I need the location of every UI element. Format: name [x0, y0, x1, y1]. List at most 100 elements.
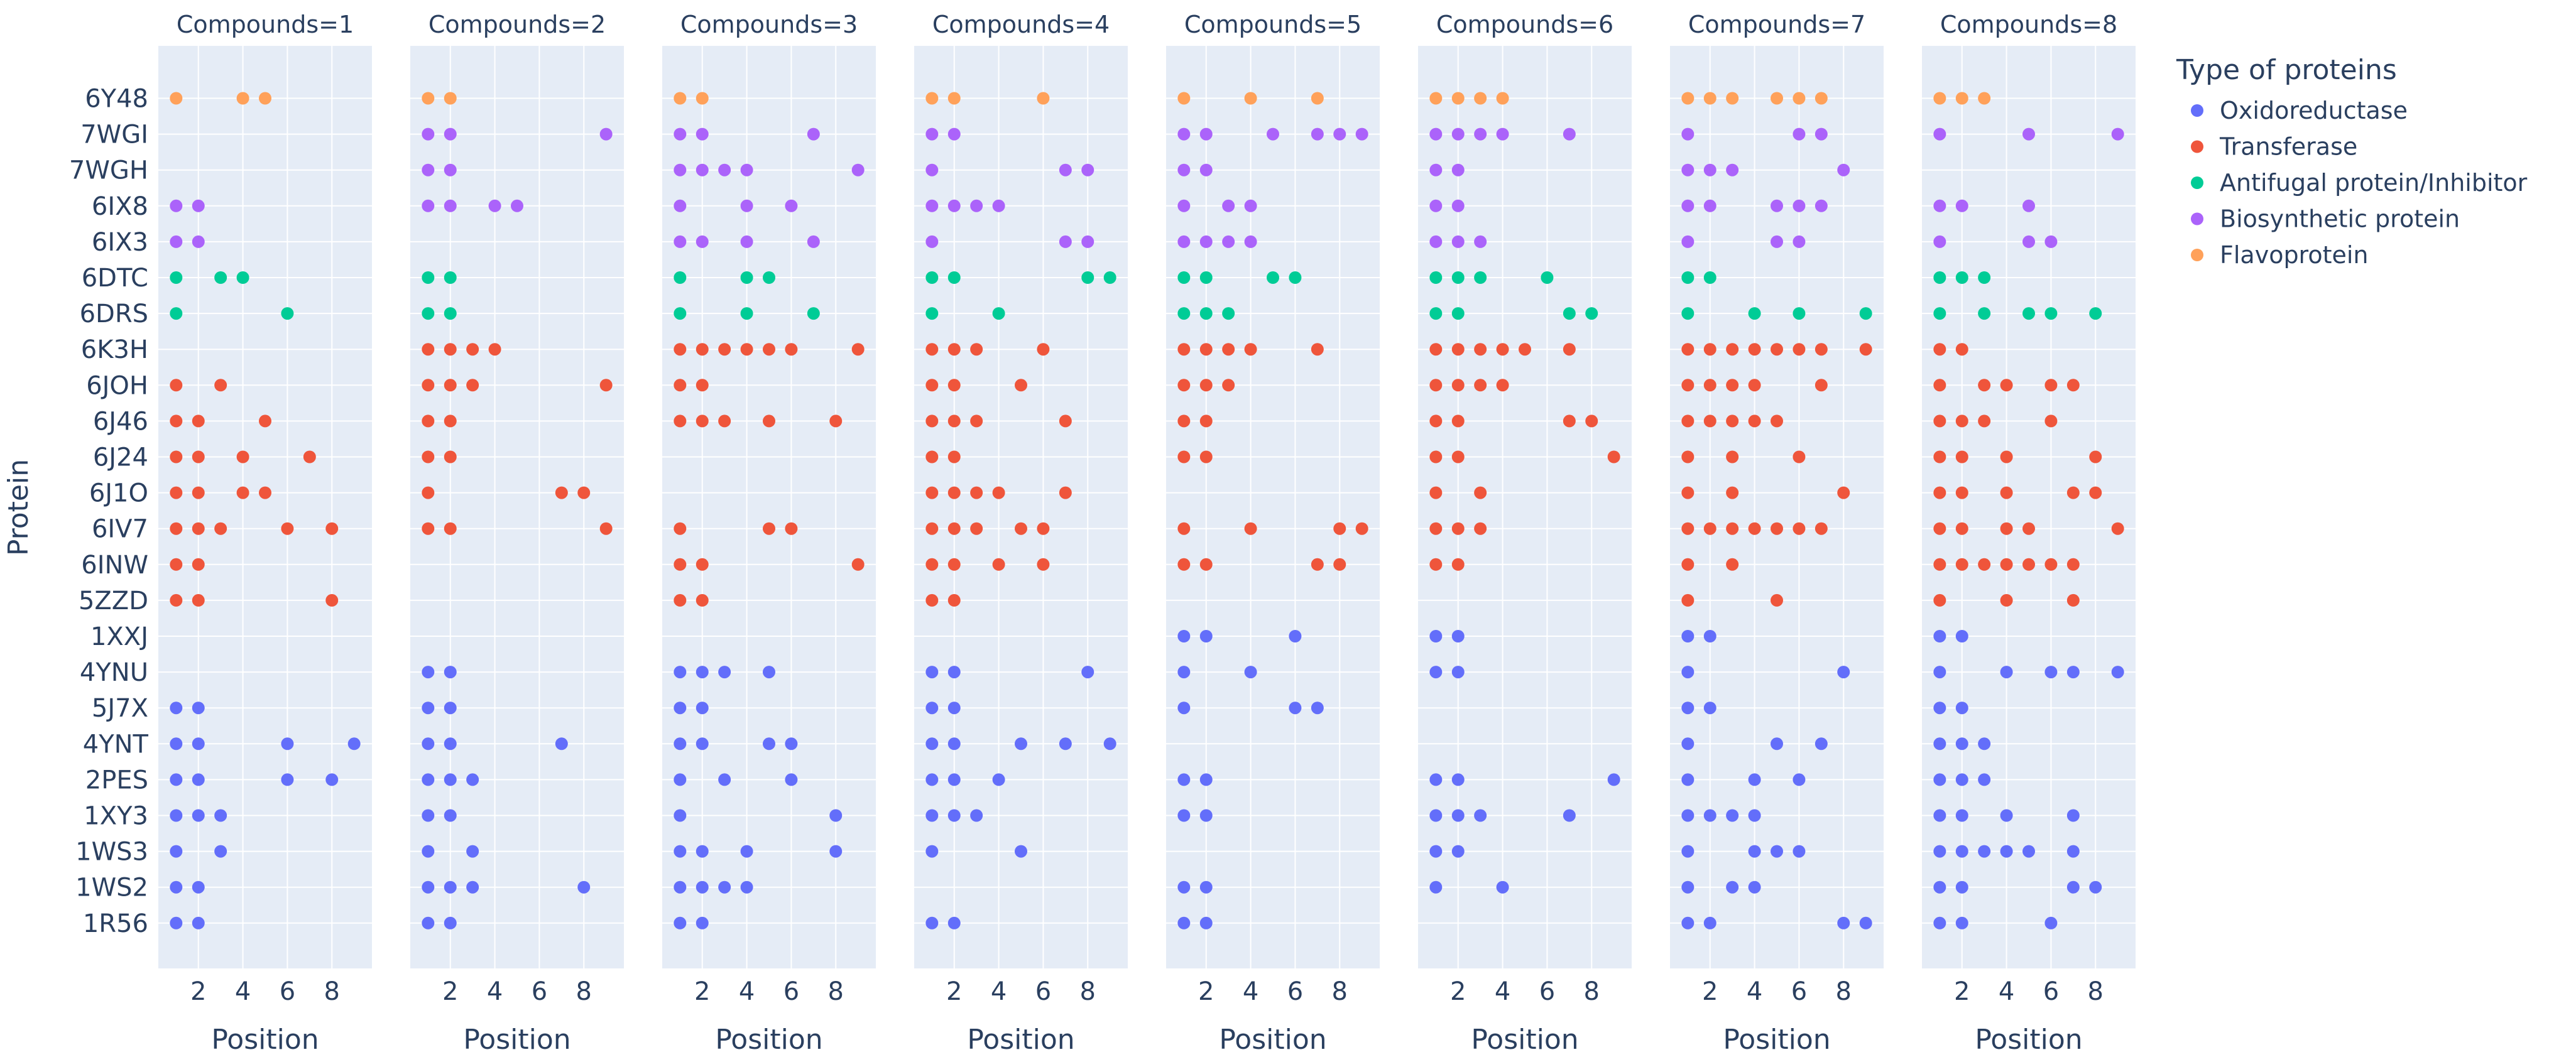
data-point[interactable] [851, 163, 865, 176]
data-point[interactable] [1451, 307, 1465, 320]
data-point[interactable] [696, 737, 709, 750]
legend[interactable]: Type of proteins Oxidoreductase Transferas… [2176, 54, 2528, 269]
data-point[interactable] [1681, 486, 1695, 499]
data-point[interactable] [1859, 916, 1872, 929]
data-point[interactable] [674, 415, 687, 428]
data-point[interactable] [992, 558, 1005, 571]
data-point[interactable] [1933, 702, 1946, 715]
data-point[interactable] [1199, 379, 1213, 392]
data-point[interactable] [696, 235, 709, 248]
data-point[interactable] [925, 307, 939, 320]
data-point[interactable] [1199, 307, 1213, 320]
data-point[interactable] [1933, 127, 1946, 141]
data-point[interactable] [2022, 522, 2035, 535]
data-point[interactable] [1429, 666, 1443, 679]
data-point[interactable] [947, 379, 961, 392]
data-point[interactable] [696, 379, 709, 392]
data-point[interactable] [674, 593, 687, 607]
data-point[interactable] [422, 737, 435, 750]
data-point[interactable] [214, 379, 227, 392]
data-point[interactable] [925, 415, 939, 428]
data-point[interactable] [192, 235, 205, 248]
data-point[interactable] [785, 773, 798, 786]
data-point[interactable] [2022, 199, 2035, 212]
data-point[interactable] [1681, 307, 1695, 320]
data-point[interactable] [444, 737, 457, 750]
data-point[interactable] [1955, 558, 1968, 571]
data-point[interactable] [281, 307, 294, 320]
data-point[interactable] [947, 92, 961, 105]
data-point[interactable] [2000, 379, 2013, 392]
data-point[interactable] [925, 773, 939, 786]
data-point[interactable] [2089, 450, 2102, 463]
data-point[interactable] [970, 343, 983, 356]
data-point[interactable] [1429, 773, 1443, 786]
data-point[interactable] [925, 558, 939, 571]
data-point[interactable] [1703, 199, 1716, 212]
data-point[interactable] [1199, 630, 1213, 642]
data-point[interactable] [444, 199, 457, 212]
data-point[interactable] [1681, 199, 1695, 212]
data-point[interactable] [1177, 415, 1191, 428]
data-point[interactable] [1933, 199, 1946, 212]
data-point[interactable] [2000, 809, 2013, 822]
data-point[interactable] [1933, 486, 1946, 499]
data-point[interactable] [1199, 343, 1213, 356]
data-point[interactable] [1978, 415, 1991, 428]
data-point[interactable] [1177, 199, 1191, 212]
data-point[interactable] [1933, 773, 1946, 786]
data-point[interactable] [1703, 630, 1716, 642]
data-point[interactable] [1244, 522, 1257, 535]
data-point[interactable] [1563, 307, 1576, 320]
data-point[interactable] [1177, 235, 1191, 248]
data-point[interactable] [1199, 271, 1213, 284]
data-point[interactable] [2000, 558, 2013, 571]
data-point[interactable] [2044, 916, 2058, 929]
data-point[interactable] [281, 773, 294, 786]
data-point[interactable] [236, 92, 249, 105]
data-point[interactable] [170, 809, 183, 822]
data-point[interactable] [1771, 845, 1783, 858]
data-point[interactable] [696, 845, 709, 858]
data-point[interactable] [947, 271, 961, 284]
data-point[interactable] [1585, 415, 1598, 428]
data-point[interactable] [1199, 415, 1213, 428]
data-point[interactable] [1933, 307, 1946, 320]
data-point[interactable] [1563, 415, 1576, 428]
data-point[interactable] [1703, 522, 1716, 535]
data-point[interactable] [1771, 92, 1783, 105]
data-point[interactable] [1859, 343, 1872, 356]
data-point[interactable] [1703, 809, 1716, 822]
data-point[interactable] [1681, 630, 1695, 642]
data-point[interactable] [970, 486, 983, 499]
data-point[interactable] [740, 307, 753, 320]
data-point[interactable] [1955, 415, 1968, 428]
data-point[interactable] [696, 415, 709, 428]
data-point[interactable] [1837, 916, 1850, 929]
data-point[interactable] [422, 809, 435, 822]
data-point[interactable] [1474, 486, 1487, 499]
data-point[interactable] [1429, 92, 1443, 105]
data-point[interactable] [1955, 809, 1968, 822]
data-point[interactable] [947, 593, 961, 607]
data-point[interactable] [1933, 522, 1946, 535]
data-point[interactable] [718, 773, 731, 786]
data-point[interactable] [1199, 916, 1213, 929]
data-point[interactable] [1429, 415, 1443, 428]
data-point[interactable] [1837, 163, 1850, 176]
data-point[interactable] [1681, 593, 1695, 607]
data-point[interactable] [2066, 666, 2080, 679]
data-point[interactable] [1681, 415, 1695, 428]
data-point[interactable] [466, 845, 479, 858]
data-point[interactable] [1451, 666, 1465, 679]
data-point[interactable] [2044, 235, 2058, 248]
data-point[interactable] [925, 199, 939, 212]
data-point[interactable] [970, 199, 983, 212]
data-point[interactable] [1726, 450, 1739, 463]
data-point[interactable] [1815, 737, 1828, 750]
data-point[interactable] [2044, 666, 2058, 679]
data-point[interactable] [1748, 415, 1761, 428]
data-point[interactable] [1451, 235, 1465, 248]
data-point[interactable] [1815, 199, 1828, 212]
data-point[interactable] [1681, 916, 1695, 929]
